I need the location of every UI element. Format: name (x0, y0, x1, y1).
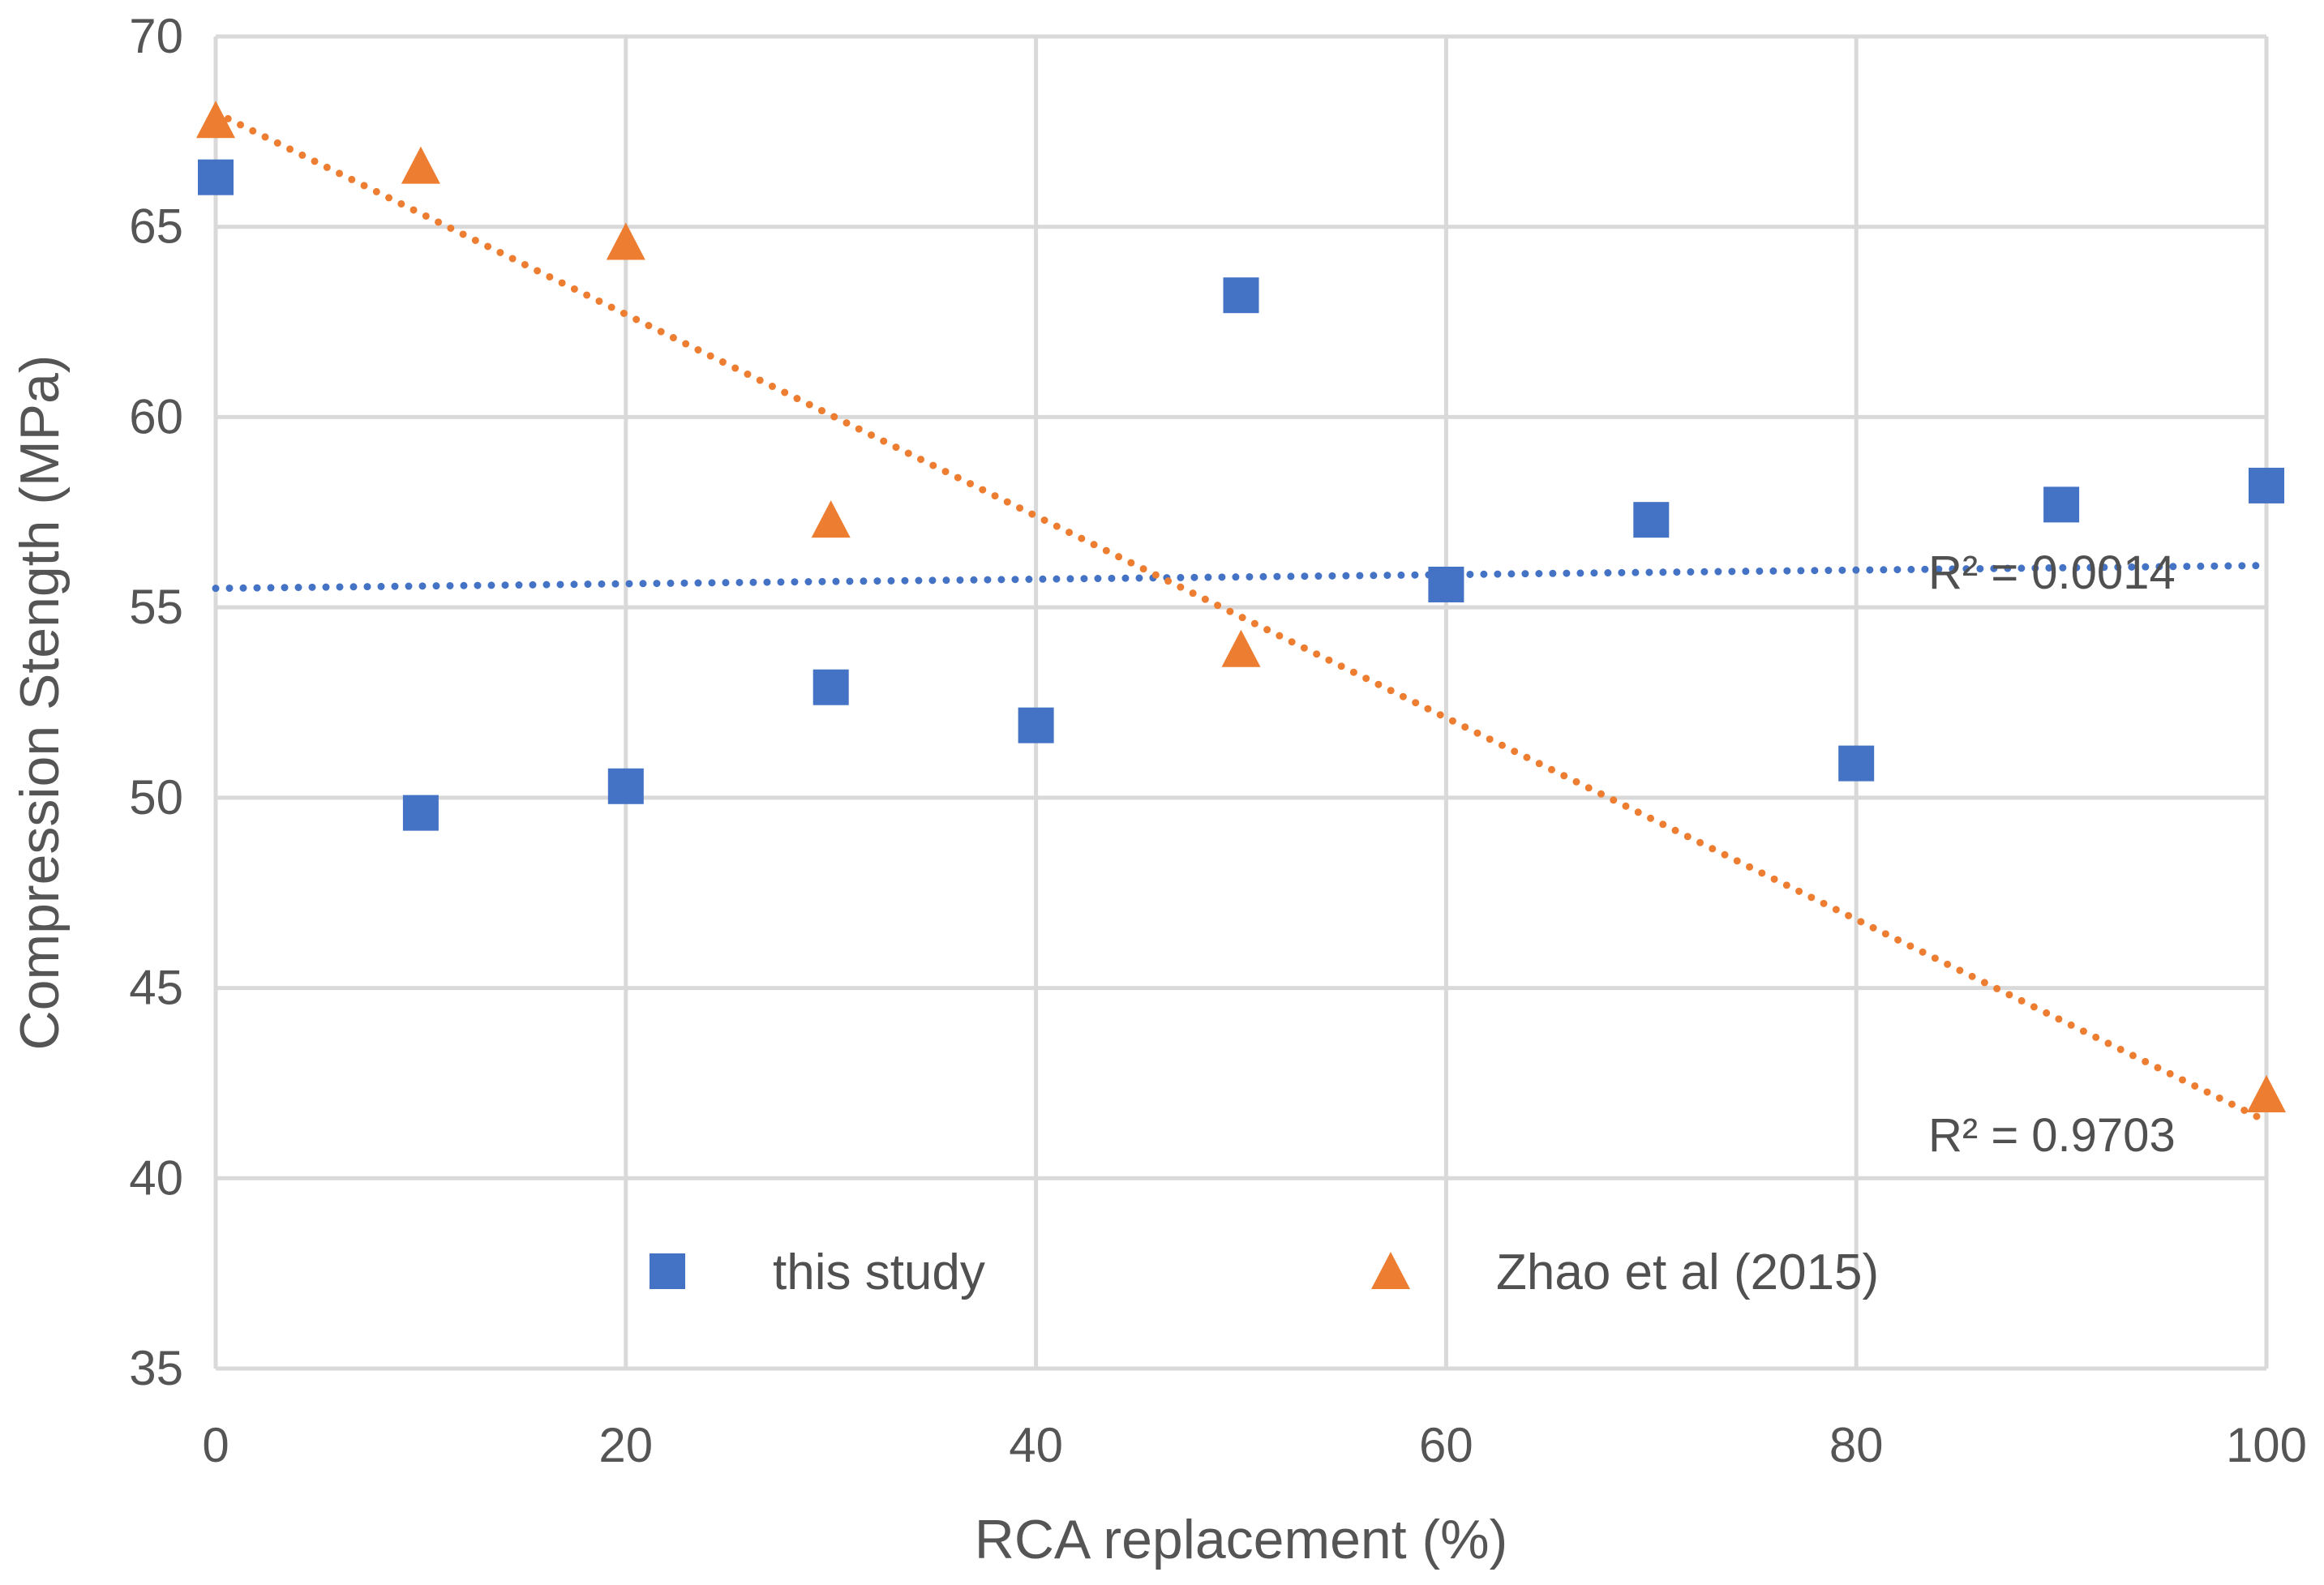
data-point-this-study (1223, 277, 1259, 314)
legend-entry-label: Zhao et al (2015) (1496, 1244, 1879, 1300)
trendline-zhao (212, 109, 2270, 1125)
data-point-zhao (811, 500, 851, 538)
data-point-zhao (401, 146, 440, 184)
trendline-this-study (212, 562, 2270, 593)
data-point-zhao (2247, 1075, 2286, 1113)
data-point-this-study (607, 768, 644, 804)
labels: RCA replacement (%) Compression Stength (… (9, 355, 2176, 1570)
x-tick-label: 60 (1419, 1418, 1473, 1472)
legend-marker-square (650, 1253, 685, 1289)
y-tick-label: 70 (129, 9, 183, 63)
x-tick-label: 0 (202, 1418, 229, 1472)
x-axis-title: RCA replacement (%) (975, 1509, 1508, 1570)
trendlines (212, 109, 2270, 1125)
data-point-this-study (2249, 467, 2284, 503)
r2-label: R² = 0.0014 (1928, 546, 2176, 599)
data-points (196, 101, 2286, 1113)
data-point-zhao (196, 101, 235, 139)
x-tick-label: 80 (1829, 1418, 1884, 1472)
y-tick-label: 35 (129, 1341, 183, 1395)
gridlines (213, 34, 2269, 1371)
x-tick-label: 40 (1009, 1418, 1063, 1472)
data-point-this-study (1428, 566, 1464, 602)
data-point-zhao (1221, 629, 1261, 667)
y-tick-label: 65 (129, 199, 183, 254)
data-point-this-study (1633, 502, 1670, 538)
r2-label: R² = 0.9703 (1928, 1109, 2176, 1162)
legend: this study Zhao et al (2015) (650, 1244, 1879, 1300)
data-point-this-study (1838, 745, 1875, 782)
data-point-this-study (1018, 707, 1054, 743)
y-tick-label: 50 (129, 770, 183, 825)
y-axis-title: Compression Stength (MPa) (9, 355, 71, 1051)
data-point-zhao (606, 222, 645, 260)
y-tick-label: 45 (129, 961, 183, 1015)
x-tick-label: 20 (598, 1418, 653, 1472)
legend-entry-label: this study (773, 1244, 985, 1300)
x-tick-label: 100 (2226, 1418, 2307, 1472)
y-tick-label: 55 (129, 580, 183, 634)
data-point-this-study (198, 159, 234, 195)
data-point-this-study (813, 669, 849, 705)
legend-marker-triangle (1371, 1252, 1410, 1289)
data-point-this-study (2043, 486, 2080, 523)
axes: 35 40 45 50 55 60 65 70 0 20 40 60 80 100 (129, 9, 2307, 1472)
y-tick-label: 40 (129, 1150, 183, 1205)
y-tick-label: 60 (129, 389, 183, 443)
data-point-this-study (402, 795, 439, 831)
